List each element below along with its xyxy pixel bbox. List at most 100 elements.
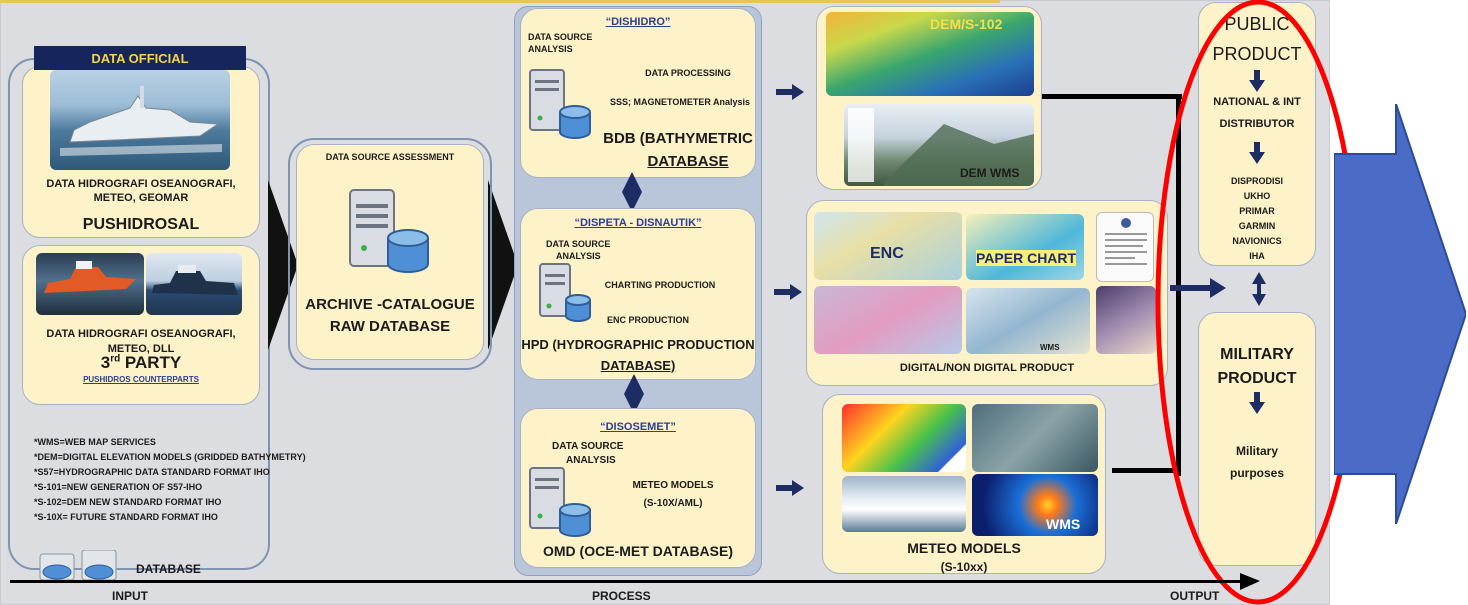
dem-wms-image [844, 104, 1034, 186]
archive-frame [288, 138, 492, 370]
dem-wms-label: DEM WMS [960, 166, 1020, 180]
disosemet-step2: (S-10X/AML) [643, 498, 703, 509]
dispeta-link[interactable]: “DISPETA - DISNAUTIK” [574, 217, 702, 229]
disosemet-server-icon [529, 467, 591, 537]
dem-wms-illustration [848, 108, 1034, 186]
patrol-ship-illustration [60, 86, 222, 156]
disosemet-step1: METEO MODELS [632, 480, 714, 491]
double-arrow-icon [1252, 272, 1266, 306]
database-icon [39, 553, 75, 581]
third-desc-line1: DATA HIDROGRAFI OSEANOGRAFI, [46, 328, 236, 340]
research-vessel-photo-1 [36, 253, 144, 315]
digital-product-caption: DIGITAL/NON DIGITAL PRODUCT [899, 362, 1075, 374]
archive-header: DATA SOURCE ASSESSMENT [325, 152, 455, 162]
document-lines-illustration [1105, 218, 1147, 265]
official-desc-line2: METEO, GEOMAR [93, 192, 189, 204]
patrol-ship-photo [50, 70, 230, 170]
distributor-item: PRIMAR [1239, 206, 1275, 216]
meteo-wms-label: WMS [1046, 516, 1081, 532]
third-party-name-sup: rd [110, 353, 121, 365]
disosemet-link[interactable]: “DISOSEMET” [600, 421, 676, 433]
military-product-card [1198, 312, 1316, 566]
official-name: PUSHIDROSAL [82, 216, 200, 233]
legend-note: *S-102=DEM NEW STANDARD FORMAT IHO [34, 497, 222, 507]
official-banner-label: DATA OFFICIAL [91, 51, 189, 66]
legend-note: *S-10X= FUTURE STANDARD FORMAT IHO [34, 512, 218, 522]
dispeta-dsa-line2: ANALYSIS [556, 251, 601, 261]
connector-line-meteo [1112, 468, 1180, 473]
dispeta-db-line2: DATABASE) [600, 358, 676, 373]
enc-map-image [814, 212, 962, 280]
arrow-right-icon [776, 480, 804, 496]
wms-small-label: WMS [1040, 343, 1060, 352]
disosemet-dsa-line2: ANALYSIS [566, 455, 616, 466]
distributor-list: DISPRODISI UKHO PRIMAR GARMIN NAVIONICS … [1198, 174, 1316, 264]
nautical-chart-image-1 [814, 286, 962, 354]
meteo-label-line1: METEO MODELS [907, 540, 1021, 556]
arrow-down-icon [1249, 142, 1265, 164]
disosemet-db: OMD (OCE-MET DATABASE) [542, 543, 734, 559]
dispeta-server-icon [539, 263, 591, 322]
axis-label-process: PROCESS [592, 589, 651, 603]
nautical-chart-image-2 [966, 288, 1090, 354]
third-party-name-word: PARTY [120, 353, 182, 372]
document-thumbnail [1096, 212, 1154, 282]
military-purpose-line2: purposes [1229, 466, 1284, 480]
chart-cover-image [1096, 286, 1156, 354]
paper-chart-label: PAPER CHART [976, 250, 1077, 266]
arrow-down-icon [1249, 70, 1265, 92]
archive-title-line1: ARCHIVE -CATALOGUE [305, 296, 475, 313]
legend-notes: *WMS=WEB MAP SERVICES *DEM=DIGITAL ELEVA… [34, 435, 306, 525]
connector-line-dem [1042, 94, 1182, 99]
military-product-line1: MILITARY [1220, 346, 1294, 363]
dishidro-server-icon [529, 69, 591, 139]
distributor-item: DISPRODISI [1230, 176, 1283, 186]
legend-note: *DEM=DIGITAL ELEVATION MODELS (GRIDDED B… [34, 452, 306, 462]
connector-dishidro-dispeta [622, 172, 642, 212]
research-vessel-photo-2 [146, 253, 242, 315]
big-output-arrow [1334, 104, 1466, 524]
official-desc-line1: DATA HIDROGRAFI OSEANOGRAFI, [46, 178, 236, 190]
enc-label: ENC [870, 245, 904, 262]
database-icon [81, 550, 117, 581]
dispeta-step2: ENC PRODUCTION [606, 315, 689, 325]
dishidro-db-line1: BDB (BATHYMETRIC [603, 130, 753, 147]
arrow-right-icon [776, 84, 804, 100]
database-legend-label: DATABASE [136, 562, 201, 576]
legend-note: *S57=HYDROGRAPHIC DATA STANDARD FORMAT I… [34, 467, 270, 477]
dishidro-db-line2: DATABASE [647, 153, 729, 170]
timeline-arrowhead-icon [1240, 573, 1260, 590]
dishidro-step1: DATA PROCESSING [645, 68, 731, 78]
dispeta-dsa-line1: DATA SOURCE [546, 239, 611, 249]
third-party-name-num: 3 [100, 353, 111, 372]
third-party-name: 3rd PARTY [22, 353, 260, 373]
dem-s102-image [826, 12, 1034, 96]
ocean-wave-image [842, 476, 966, 532]
public-product-line2: PRODUCT [1212, 44, 1302, 64]
arrow-right-icon [774, 284, 802, 300]
third-desc-line2: METEO, DLL [107, 343, 175, 355]
meteo-label-line2: (S-10xx) [940, 560, 988, 574]
military-product-line2: PRODUCT [1217, 370, 1297, 387]
counterparts-link[interactable]: PUSHIDROS COUNTERPARTS [83, 375, 199, 384]
distributor-item: IHA [1249, 251, 1265, 261]
meteo-radar-image [972, 474, 1098, 536]
dispeta-db-line1: HPD (HYDROGRAPHIC PRODUCTION [521, 337, 755, 352]
distributor-line2: DISTRIBUTOR [1219, 118, 1295, 130]
distributor-item: UKHO [1243, 191, 1271, 201]
research-vessel-illustration-2 [152, 265, 238, 295]
public-product-card [1198, 2, 1316, 266]
arrow-right-icon [1170, 278, 1226, 298]
distributor-item: GARMIN [1238, 221, 1276, 231]
dishidro-link[interactable]: “DISHIDRO” [605, 16, 671, 28]
dem-s102-label: DEM/S-102 [930, 16, 1003, 32]
meteo-satellite-image [972, 404, 1098, 472]
meteo-contour-image [842, 404, 966, 472]
dishidro-dsa-line2: ANALYSIS [528, 44, 573, 54]
legend-note: *S-101=NEW GENERATION OF S57-IHO [34, 482, 203, 492]
dishidro-step2: SSS; MAGNETOMETER Analysis [609, 97, 751, 107]
research-vessel-illustration-1 [44, 261, 136, 293]
public-product-line1: PUBLIC [1224, 14, 1290, 34]
paper-chart-image [966, 214, 1084, 280]
axis-label-input: INPUT [112, 589, 148, 603]
